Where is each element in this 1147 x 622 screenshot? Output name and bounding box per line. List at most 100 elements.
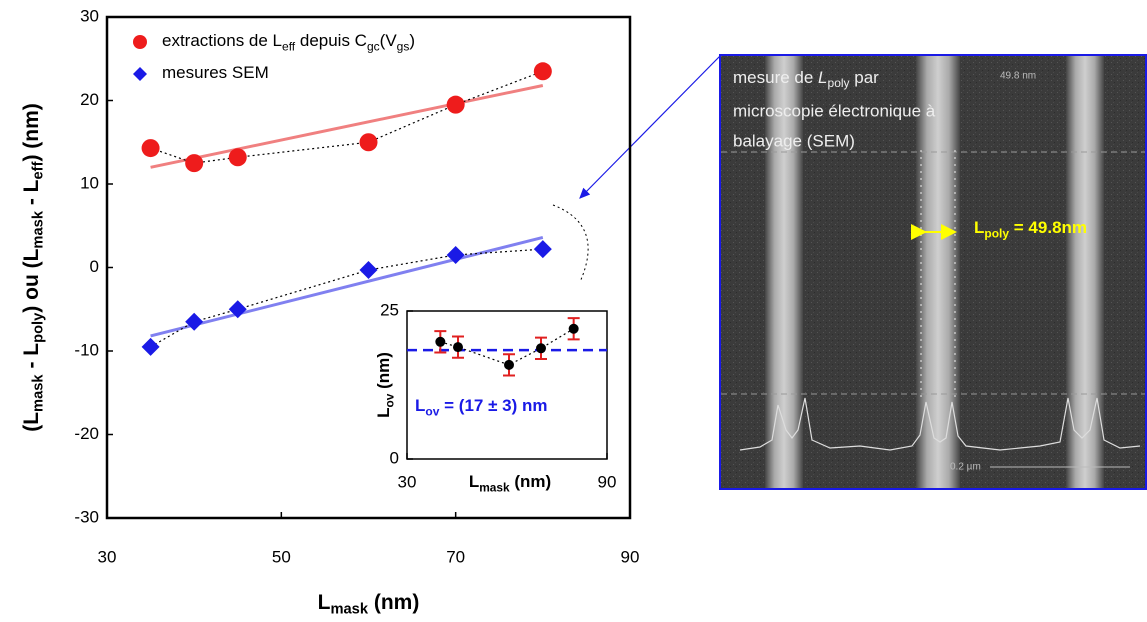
fit-line <box>150 235 544 338</box>
sem-image: 49.8 nm 0.2 µm mesure de Lpoly par micro… <box>719 54 1147 490</box>
text-part: extractions de L <box>162 31 282 50</box>
text-part: eff <box>282 40 296 54</box>
text-part: L <box>974 218 984 237</box>
y-tick-label: -10 <box>74 340 99 359</box>
x-tick-label: 50 <box>272 547 291 566</box>
circle-marker <box>504 359 514 370</box>
trend-line <box>440 328 574 366</box>
sem-caption: mesure de Lpoly par <box>733 68 879 90</box>
text-part: mask <box>31 210 47 248</box>
text-part: ) <box>409 31 415 50</box>
y-tick-label: -20 <box>74 424 99 443</box>
sem-corner-label: 49.8 nm <box>1000 71 1036 82</box>
text-part: mask <box>31 374 47 412</box>
callout-arrow <box>579 55 721 199</box>
text-part: gc <box>367 40 380 54</box>
circle-marker <box>453 342 463 353</box>
trend-line <box>150 248 543 348</box>
y-axis-label: (Lmask - Lpoly) ou (Lmask - Leff) (nm) <box>20 103 47 432</box>
y-tick-label: 30 <box>80 6 99 25</box>
text-part: L <box>415 396 425 415</box>
circle-marker <box>185 154 204 173</box>
trend-line <box>150 70 544 164</box>
text-part: eff <box>31 161 47 179</box>
legend-marker <box>133 35 147 49</box>
text-part: ov <box>425 405 439 419</box>
diamond-marker <box>446 245 465 264</box>
sem-profile <box>739 397 1141 451</box>
circle-marker <box>536 343 546 354</box>
text-part: L <box>469 472 479 491</box>
text-part: (nm) <box>374 352 393 394</box>
x-axis-label: Lmask (nm) <box>469 472 551 494</box>
text-part: - L <box>20 179 43 211</box>
diamond-marker <box>228 300 247 319</box>
measurement-label: Lpoly = 49.8nm <box>974 218 1087 240</box>
text-part: ov <box>382 393 396 407</box>
circle-marker <box>533 62 552 81</box>
text-part: (L <box>20 412 43 432</box>
diamond-marker <box>359 261 378 280</box>
circle-marker <box>435 336 446 347</box>
y-tick-label: 25 <box>380 300 399 319</box>
y-tick-label: -30 <box>74 507 99 526</box>
text-part: par <box>850 68 880 87</box>
text-part: L <box>318 591 331 614</box>
x-tick-label: 90 <box>598 472 617 491</box>
text-part: mask <box>479 480 510 494</box>
x-tick-label: 30 <box>398 472 417 491</box>
circle-marker <box>228 148 247 167</box>
circle-marker <box>568 323 579 334</box>
sem-frame <box>719 54 1147 490</box>
sem-caption: microscopie électronique à <box>733 101 936 120</box>
y-tick-label: 0 <box>90 257 99 276</box>
text-part: L <box>818 68 827 87</box>
text-part: L <box>374 408 393 418</box>
text-part: - L <box>20 343 43 375</box>
legend-label: mesures SEM <box>162 63 269 82</box>
inset-background <box>369 296 628 500</box>
text-part: = (17 ± 3) nm <box>439 396 547 415</box>
text-part: mesures SEM <box>162 63 269 82</box>
text-part: (V <box>380 31 398 50</box>
sem-caption: balayage (SEM) <box>733 131 855 150</box>
text-part: (nm) <box>368 591 419 614</box>
scale-label: 0.2 µm <box>950 462 981 473</box>
y-tick-label: 0 <box>390 448 399 467</box>
text-part: ) ou (L <box>20 248 43 312</box>
text-part: (nm) <box>510 472 552 491</box>
text-part: ) (nm) <box>20 103 43 161</box>
diamond-marker <box>185 312 204 331</box>
y-tick-label: 10 <box>80 173 99 192</box>
x-tick-label: 70 <box>446 547 465 566</box>
y-axis-label: Lov (nm) <box>374 352 396 418</box>
text-part: = 49.8nm <box>1009 218 1087 237</box>
text-part: gs <box>397 40 410 54</box>
sem-line <box>765 56 803 489</box>
sem-line <box>1066 56 1104 489</box>
legend-marker <box>133 67 147 81</box>
text-part: poly <box>984 227 1009 241</box>
diamond-marker <box>141 337 160 356</box>
text-part: poly <box>828 76 850 90</box>
text-part: mesure de <box>733 68 818 87</box>
x-tick-label: 90 <box>621 547 640 566</box>
circle-marker <box>141 139 160 158</box>
diamond-marker <box>533 240 552 259</box>
plot-frame <box>406 310 608 460</box>
annotation: Lov = (17 ± 3) nm <box>415 396 547 418</box>
x-tick-label: 30 <box>98 547 117 566</box>
fit-line <box>150 84 544 169</box>
text-part: mask <box>330 602 368 618</box>
legend-label: extractions de Leff depuis Cgc(Vgs) <box>162 31 415 53</box>
text-part: poly <box>31 312 47 343</box>
callout-arc <box>552 204 589 283</box>
circle-marker <box>359 133 378 152</box>
circle-marker <box>446 95 465 114</box>
text-part: depuis C <box>295 31 367 50</box>
y-tick-label: 20 <box>80 90 99 109</box>
